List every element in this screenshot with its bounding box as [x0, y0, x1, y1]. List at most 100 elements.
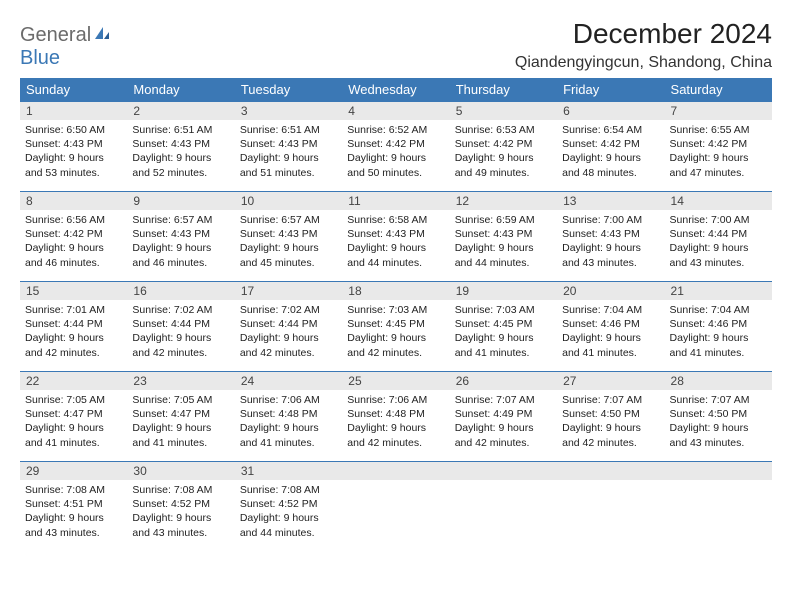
day-number-empty	[450, 462, 557, 480]
day-body: Sunrise: 6:50 AMSunset: 4:43 PMDaylight:…	[20, 120, 127, 184]
day-number: 26	[450, 372, 557, 390]
day-body: Sunrise: 7:07 AMSunset: 4:50 PMDaylight:…	[557, 390, 664, 454]
day-number: 20	[557, 282, 664, 300]
calendar-day-cell: 31Sunrise: 7:08 AMSunset: 4:52 PMDayligh…	[235, 462, 342, 552]
calendar-day-cell: 14Sunrise: 7:00 AMSunset: 4:44 PMDayligh…	[665, 192, 772, 282]
weekday-header: Friday	[557, 78, 664, 102]
day-number: 18	[342, 282, 449, 300]
calendar-day-cell: 23Sunrise: 7:05 AMSunset: 4:47 PMDayligh…	[127, 372, 234, 462]
calendar-day-cell: 28Sunrise: 7:07 AMSunset: 4:50 PMDayligh…	[665, 372, 772, 462]
day-body: Sunrise: 6:58 AMSunset: 4:43 PMDaylight:…	[342, 210, 449, 274]
calendar-day-cell: 10Sunrise: 6:57 AMSunset: 4:43 PMDayligh…	[235, 192, 342, 282]
calendar-day-cell: 25Sunrise: 7:06 AMSunset: 4:48 PMDayligh…	[342, 372, 449, 462]
calendar-day-cell: 13Sunrise: 7:00 AMSunset: 4:43 PMDayligh…	[557, 192, 664, 282]
calendar-day-cell: 21Sunrise: 7:04 AMSunset: 4:46 PMDayligh…	[665, 282, 772, 372]
day-body: Sunrise: 7:08 AMSunset: 4:52 PMDaylight:…	[127, 480, 234, 544]
calendar-day-cell	[557, 462, 664, 552]
calendar-day-cell	[450, 462, 557, 552]
location: Qiandengyingcun, Shandong, China	[515, 54, 772, 72]
day-body: Sunrise: 7:00 AMSunset: 4:43 PMDaylight:…	[557, 210, 664, 274]
day-body: Sunrise: 7:06 AMSunset: 4:48 PMDaylight:…	[235, 390, 342, 454]
weekday-header: Thursday	[450, 78, 557, 102]
day-body: Sunrise: 7:01 AMSunset: 4:44 PMDaylight:…	[20, 300, 127, 364]
calendar-day-cell: 16Sunrise: 7:02 AMSunset: 4:44 PMDayligh…	[127, 282, 234, 372]
day-number-empty	[665, 462, 772, 480]
weekday-header-row: Sunday Monday Tuesday Wednesday Thursday…	[20, 78, 772, 102]
day-body: Sunrise: 6:51 AMSunset: 4:43 PMDaylight:…	[127, 120, 234, 184]
day-body: Sunrise: 6:56 AMSunset: 4:42 PMDaylight:…	[20, 210, 127, 274]
day-number: 17	[235, 282, 342, 300]
day-body: Sunrise: 7:02 AMSunset: 4:44 PMDaylight:…	[235, 300, 342, 364]
day-number: 8	[20, 192, 127, 210]
weekday-header: Monday	[127, 78, 234, 102]
calendar-day-cell: 27Sunrise: 7:07 AMSunset: 4:50 PMDayligh…	[557, 372, 664, 462]
month-title: December 2024	[515, 18, 772, 50]
weekday-header: Sunday	[20, 78, 127, 102]
day-body: Sunrise: 7:08 AMSunset: 4:51 PMDaylight:…	[20, 480, 127, 544]
day-body: Sunrise: 7:04 AMSunset: 4:46 PMDaylight:…	[557, 300, 664, 364]
calendar-day-cell: 9Sunrise: 6:57 AMSunset: 4:43 PMDaylight…	[127, 192, 234, 282]
day-body: Sunrise: 6:54 AMSunset: 4:42 PMDaylight:…	[557, 120, 664, 184]
calendar-week-row: 8Sunrise: 6:56 AMSunset: 4:42 PMDaylight…	[20, 192, 772, 282]
day-number: 27	[557, 372, 664, 390]
calendar-day-cell: 6Sunrise: 6:54 AMSunset: 4:42 PMDaylight…	[557, 102, 664, 192]
calendar-day-cell: 1Sunrise: 6:50 AMSunset: 4:43 PMDaylight…	[20, 102, 127, 192]
weekday-header: Tuesday	[235, 78, 342, 102]
day-body: Sunrise: 7:04 AMSunset: 4:46 PMDaylight:…	[665, 300, 772, 364]
day-number-empty	[557, 462, 664, 480]
day-body: Sunrise: 7:05 AMSunset: 4:47 PMDaylight:…	[127, 390, 234, 454]
calendar-table: Sunday Monday Tuesday Wednesday Thursday…	[20, 78, 772, 552]
day-body: Sunrise: 7:06 AMSunset: 4:48 PMDaylight:…	[342, 390, 449, 454]
day-body: Sunrise: 7:03 AMSunset: 4:45 PMDaylight:…	[450, 300, 557, 364]
day-body: Sunrise: 7:00 AMSunset: 4:44 PMDaylight:…	[665, 210, 772, 274]
day-number: 25	[342, 372, 449, 390]
calendar-day-cell: 17Sunrise: 7:02 AMSunset: 4:44 PMDayligh…	[235, 282, 342, 372]
logo-text-general: General	[20, 24, 91, 46]
day-body: Sunrise: 7:07 AMSunset: 4:50 PMDaylight:…	[665, 390, 772, 454]
day-number: 15	[20, 282, 127, 300]
day-body: Sunrise: 7:03 AMSunset: 4:45 PMDaylight:…	[342, 300, 449, 364]
day-number: 1	[20, 102, 127, 120]
day-number: 22	[20, 372, 127, 390]
day-number: 16	[127, 282, 234, 300]
calendar-day-cell: 5Sunrise: 6:53 AMSunset: 4:42 PMDaylight…	[450, 102, 557, 192]
calendar-day-cell: 15Sunrise: 7:01 AMSunset: 4:44 PMDayligh…	[20, 282, 127, 372]
logo-text-blue: Blue	[20, 47, 60, 69]
day-body: Sunrise: 7:08 AMSunset: 4:52 PMDaylight:…	[235, 480, 342, 544]
logo: General Blue	[20, 18, 111, 70]
weekday-header: Saturday	[665, 78, 772, 102]
calendar-day-cell: 4Sunrise: 6:52 AMSunset: 4:42 PMDaylight…	[342, 102, 449, 192]
day-number: 19	[450, 282, 557, 300]
calendar-day-cell: 29Sunrise: 7:08 AMSunset: 4:51 PMDayligh…	[20, 462, 127, 552]
day-number: 4	[342, 102, 449, 120]
day-number: 28	[665, 372, 772, 390]
day-body: Sunrise: 6:59 AMSunset: 4:43 PMDaylight:…	[450, 210, 557, 274]
day-body: Sunrise: 6:55 AMSunset: 4:42 PMDaylight:…	[665, 120, 772, 184]
day-number: 14	[665, 192, 772, 210]
calendar-day-cell: 7Sunrise: 6:55 AMSunset: 4:42 PMDaylight…	[665, 102, 772, 192]
day-number: 5	[450, 102, 557, 120]
calendar-day-cell: 12Sunrise: 6:59 AMSunset: 4:43 PMDayligh…	[450, 192, 557, 282]
calendar-day-cell: 18Sunrise: 7:03 AMSunset: 4:45 PMDayligh…	[342, 282, 449, 372]
day-number: 12	[450, 192, 557, 210]
day-number: 29	[20, 462, 127, 480]
day-body: Sunrise: 6:53 AMSunset: 4:42 PMDaylight:…	[450, 120, 557, 184]
calendar-day-cell: 24Sunrise: 7:06 AMSunset: 4:48 PMDayligh…	[235, 372, 342, 462]
calendar-week-row: 29Sunrise: 7:08 AMSunset: 4:51 PMDayligh…	[20, 462, 772, 552]
day-number: 31	[235, 462, 342, 480]
day-number: 10	[235, 192, 342, 210]
calendar-week-row: 1Sunrise: 6:50 AMSunset: 4:43 PMDaylight…	[20, 102, 772, 192]
calendar-day-cell: 20Sunrise: 7:04 AMSunset: 4:46 PMDayligh…	[557, 282, 664, 372]
day-body: Sunrise: 6:57 AMSunset: 4:43 PMDaylight:…	[235, 210, 342, 274]
calendar-day-cell	[342, 462, 449, 552]
day-number: 7	[665, 102, 772, 120]
calendar-day-cell: 8Sunrise: 6:56 AMSunset: 4:42 PMDaylight…	[20, 192, 127, 282]
title-block: December 2024 Qiandengyingcun, Shandong,…	[515, 18, 772, 72]
calendar-day-cell: 26Sunrise: 7:07 AMSunset: 4:49 PMDayligh…	[450, 372, 557, 462]
day-number-empty	[342, 462, 449, 480]
day-body: Sunrise: 7:02 AMSunset: 4:44 PMDaylight:…	[127, 300, 234, 364]
day-number: 13	[557, 192, 664, 210]
day-body: Sunrise: 6:51 AMSunset: 4:43 PMDaylight:…	[235, 120, 342, 184]
day-body: Sunrise: 6:57 AMSunset: 4:43 PMDaylight:…	[127, 210, 234, 274]
calendar-week-row: 15Sunrise: 7:01 AMSunset: 4:44 PMDayligh…	[20, 282, 772, 372]
